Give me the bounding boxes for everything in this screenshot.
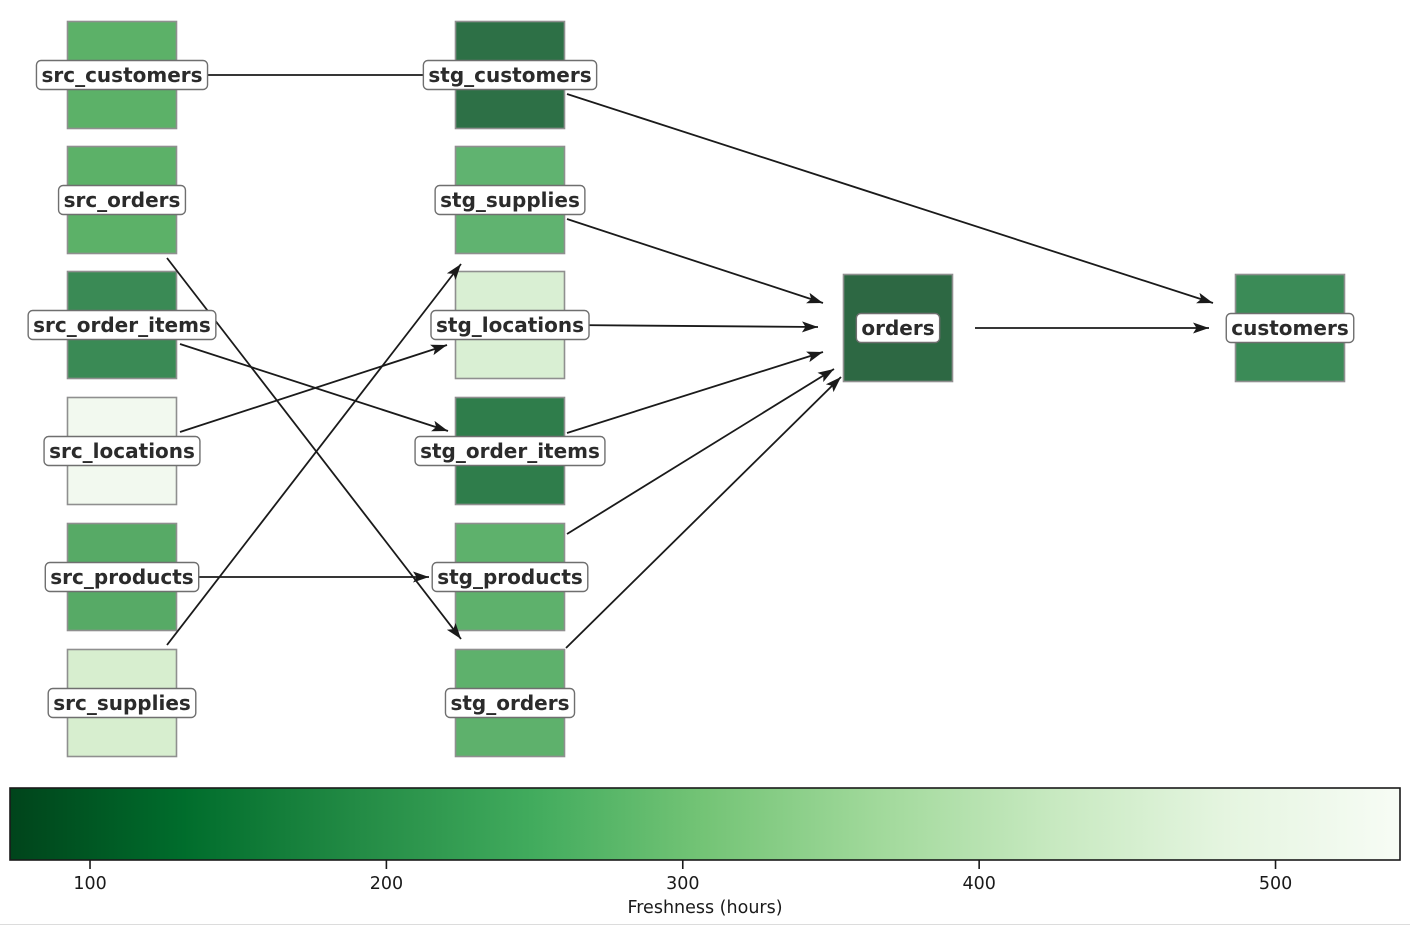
node-label-customers: customers [1225, 312, 1355, 344]
node-label-text: customers [1231, 316, 1348, 340]
node-label-bbox [1225, 312, 1355, 344]
edge-src_supplies-stg_supplies [166, 263, 462, 646]
colorbar-tick-300: 300 [666, 860, 699, 894]
node-label-bbox [431, 561, 589, 593]
colorbar-tick-500: 500 [1259, 860, 1292, 894]
edge-src_locations-stg_locations [179, 344, 448, 433]
node-label-bbox [422, 59, 598, 91]
node-label-bbox [44, 561, 200, 593]
node-label-text: orders [861, 316, 934, 340]
edge-lines [166, 69, 1214, 649]
node-label-bbox [434, 184, 586, 216]
node-label-stg_locations: stg_locations [430, 309, 590, 341]
node-label-stg_orders: stg_orders [444, 687, 576, 719]
node-label-text: src_supplies [53, 691, 191, 715]
edge-stg_order_items-orders [566, 351, 824, 434]
node-label-text: stg_products [437, 565, 583, 589]
node-label-bbox [444, 687, 576, 719]
node-label-src_orders: src_orders [57, 184, 187, 216]
node-label-bbox [47, 687, 197, 719]
node-label-text: stg_supplies [440, 188, 580, 212]
edge-stg_orders-orders [565, 376, 842, 649]
edge-stg_customers-customers [566, 93, 1214, 304]
freshness-colorbar: 100 200 300 400 500 Freshness (hours) [9, 787, 1401, 918]
node-label-src_locations: src_locations [43, 435, 201, 467]
colorbar-gradient [10, 788, 1400, 860]
node-label-stg_order_items: stg_order_items [414, 435, 606, 467]
node-label-bbox [414, 435, 606, 467]
node-label-bbox [57, 184, 187, 216]
node-label-text: src_locations [49, 439, 195, 463]
node-label-text: src_products [50, 565, 193, 589]
node-label-stg_products: stg_products [431, 561, 589, 593]
node-label-src_supplies: src_supplies [47, 687, 197, 719]
node-label-bbox [855, 312, 941, 344]
node-label-bbox [35, 59, 209, 91]
node-label-text: stg_customers [428, 63, 591, 87]
node-label-src_order_items: src_order_items [27, 309, 217, 341]
colorbar-axis-label: Freshness (hours) [627, 898, 782, 918]
tick-label: 500 [1259, 874, 1292, 894]
edge-stg_locations-orders [566, 321, 819, 333]
node-label-stg_customers: stg_customers [422, 59, 598, 91]
colorbar-tick-400: 400 [962, 860, 996, 894]
node-label-bbox [430, 309, 590, 341]
node-label-text: src_customers [41, 63, 202, 87]
colorbar-tick-100: 100 [73, 860, 107, 894]
edge-stg_products-orders [566, 368, 835, 535]
colorbar-ticks: 100 200 300 400 500 [73, 860, 1292, 894]
node-label-text: stg_orders [450, 691, 569, 715]
edge-stg_supplies-orders [566, 218, 824, 304]
node-label-text: src_orders [64, 188, 181, 212]
tick-label: 400 [962, 874, 995, 894]
node-label-text: stg_locations [436, 313, 584, 337]
node-label-src_products: src_products [44, 561, 200, 593]
node-label-bbox [27, 309, 217, 341]
node-label-text: stg_order_items [420, 439, 600, 463]
tick-label: 200 [370, 874, 403, 894]
tick-label: 300 [666, 874, 699, 894]
colorbar-outline [9, 787, 1401, 861]
node-label-bbox [43, 435, 201, 467]
node-label-orders: orders [855, 312, 941, 344]
node-label-src_customers: src_customers [35, 59, 209, 91]
colorbar-tick-200: 200 [370, 860, 403, 894]
node-label-text: src_order_items [33, 313, 211, 337]
tick-label: 100 [73, 874, 106, 894]
node-labels: src_customers src_orders src_order_itemssr… [27, 59, 1355, 719]
node-label-stg_supplies: stg_supplies [434, 184, 586, 216]
